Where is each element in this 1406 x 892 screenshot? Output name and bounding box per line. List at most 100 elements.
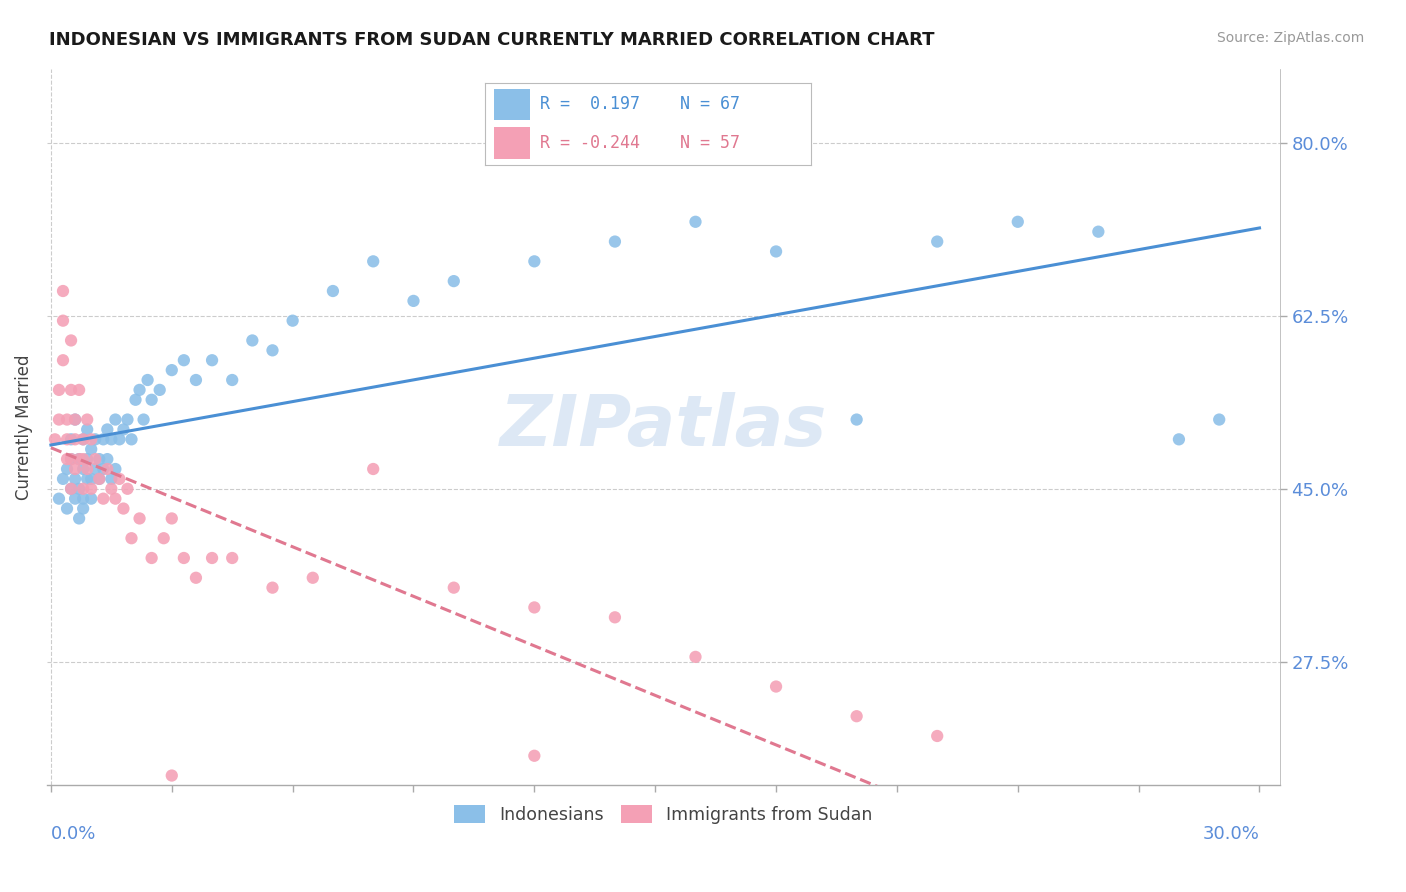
- Point: [1208, 412, 1230, 426]
- Point: [160, 511, 183, 525]
- Point: [76, 472, 98, 486]
- Point: [104, 491, 127, 506]
- Point: [221, 551, 243, 566]
- Point: [52, 472, 75, 486]
- Point: [72, 452, 94, 467]
- Point: [124, 392, 146, 407]
- Text: Source: ZipAtlas.com: Source: ZipAtlas.com: [1216, 31, 1364, 45]
- Point: [184, 571, 207, 585]
- Point: [63, 412, 86, 426]
- Point: [361, 462, 384, 476]
- Text: 0.0%: 0.0%: [51, 825, 96, 843]
- Point: [523, 600, 546, 615]
- Point: [765, 244, 787, 259]
- Point: [56, 452, 79, 467]
- Point: [72, 433, 94, 447]
- Point: [56, 412, 79, 426]
- Point: [141, 551, 163, 566]
- Point: [91, 462, 114, 476]
- Point: [301, 571, 323, 585]
- Point: [845, 412, 868, 426]
- Point: [443, 808, 465, 822]
- Point: [128, 383, 150, 397]
- Point: [76, 452, 98, 467]
- Point: [76, 462, 98, 476]
- Point: [96, 452, 118, 467]
- Point: [72, 482, 94, 496]
- Point: [52, 313, 75, 327]
- Point: [60, 482, 83, 496]
- Point: [89, 472, 111, 486]
- Point: [60, 383, 83, 397]
- Point: [108, 433, 131, 447]
- Point: [1167, 433, 1189, 447]
- Point: [112, 422, 135, 436]
- Point: [96, 422, 118, 436]
- Point: [1087, 225, 1109, 239]
- Point: [603, 610, 626, 624]
- Point: [149, 383, 172, 397]
- Text: ZIPatlas: ZIPatlas: [499, 392, 827, 461]
- Point: [44, 433, 66, 447]
- Point: [60, 452, 83, 467]
- Point: [56, 462, 79, 476]
- Point: [240, 334, 263, 348]
- Point: [685, 649, 707, 664]
- Point: [63, 462, 86, 476]
- Point: [117, 412, 139, 426]
- Text: INDONESIAN VS IMMIGRANTS FROM SUDAN CURRENTLY MARRIED CORRELATION CHART: INDONESIAN VS IMMIGRANTS FROM SUDAN CURR…: [49, 31, 935, 49]
- Point: [67, 452, 90, 467]
- Point: [67, 452, 90, 467]
- Point: [56, 433, 79, 447]
- Point: [80, 491, 103, 506]
- Point: [76, 412, 98, 426]
- Point: [603, 235, 626, 249]
- Point: [84, 452, 107, 467]
- Point: [523, 254, 546, 268]
- Point: [91, 433, 114, 447]
- Point: [402, 293, 425, 308]
- Point: [60, 334, 83, 348]
- Point: [63, 472, 86, 486]
- Point: [845, 709, 868, 723]
- Point: [1007, 215, 1029, 229]
- Point: [361, 254, 384, 268]
- Point: [112, 501, 135, 516]
- Point: [121, 433, 143, 447]
- Point: [60, 482, 83, 496]
- Point: [52, 284, 75, 298]
- Point: [173, 551, 195, 566]
- Point: [117, 482, 139, 496]
- Point: [76, 422, 98, 436]
- Point: [281, 313, 304, 327]
- Point: [63, 491, 86, 506]
- Point: [927, 235, 949, 249]
- Point: [72, 462, 94, 476]
- Point: [80, 442, 103, 457]
- Point: [56, 501, 79, 516]
- Point: [60, 433, 83, 447]
- Point: [322, 284, 344, 298]
- Point: [765, 680, 787, 694]
- Point: [96, 462, 118, 476]
- Point: [48, 412, 70, 426]
- Point: [443, 581, 465, 595]
- Point: [67, 383, 90, 397]
- Point: [141, 392, 163, 407]
- Point: [91, 491, 114, 506]
- Point: [201, 551, 224, 566]
- Point: [80, 472, 103, 486]
- Point: [160, 768, 183, 782]
- Point: [48, 383, 70, 397]
- Point: [136, 373, 159, 387]
- Point: [152, 531, 174, 545]
- Point: [108, 472, 131, 486]
- Point: [184, 373, 207, 387]
- Point: [160, 363, 183, 377]
- Point: [221, 373, 243, 387]
- Point: [173, 353, 195, 368]
- Text: 30.0%: 30.0%: [1202, 825, 1260, 843]
- Point: [100, 482, 122, 496]
- Point: [100, 433, 122, 447]
- Point: [523, 748, 546, 763]
